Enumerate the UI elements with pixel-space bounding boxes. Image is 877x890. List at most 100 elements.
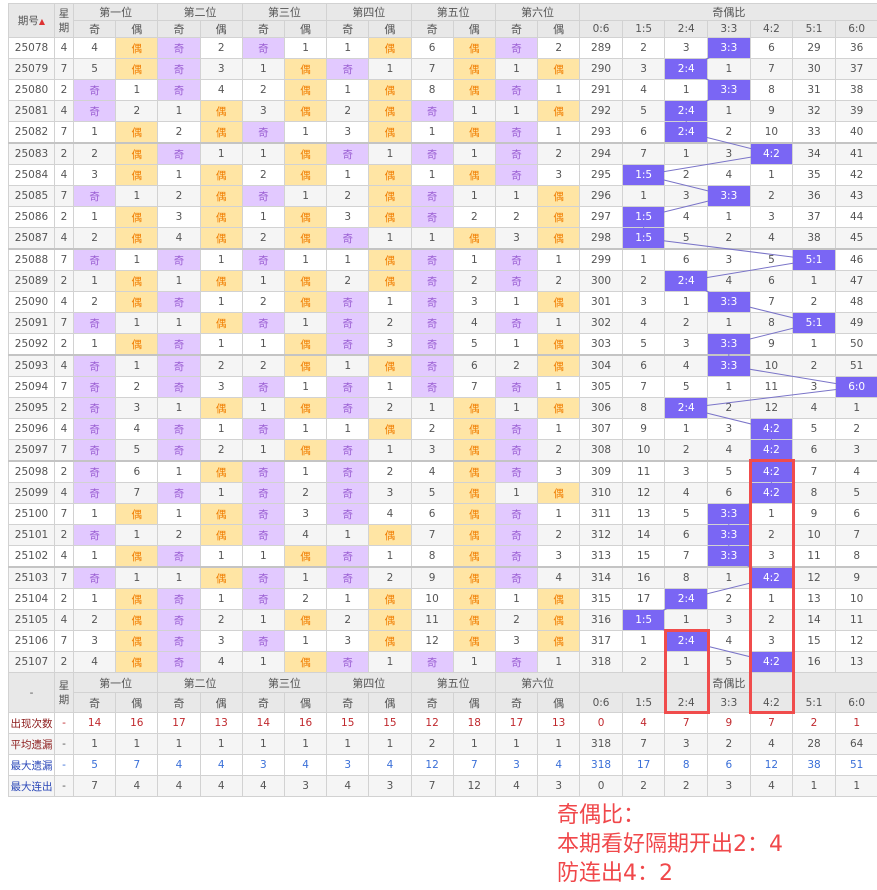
issue-column-header[interactable]: 期号▲ <box>9 4 55 38</box>
ratio-miss-cell: 3 <box>708 610 751 631</box>
miss-count-cell: 1 <box>284 631 326 652</box>
ratio-miss-cell: 41 <box>835 143 877 165</box>
ratio-miss-cell: 1 <box>708 313 751 334</box>
even-hit-cell: 偶 <box>369 122 411 144</box>
ratio-miss-cell: 308 <box>580 440 623 462</box>
ratio-miss-cell: 301 <box>580 292 623 313</box>
issue-number: 25099 <box>9 483 55 504</box>
miss-count-cell: 1 <box>284 38 326 59</box>
ratio-hit-cell: 3:3 <box>708 186 751 207</box>
miss-count-cell: 3 <box>200 59 242 80</box>
ratio-miss-cell: 297 <box>580 207 623 228</box>
stats-ratio-value: 3 <box>708 776 751 797</box>
miss-count-cell: 2 <box>327 271 369 292</box>
weekday-column-header: 星期 <box>55 4 74 38</box>
even-hit-cell: 偶 <box>453 589 495 610</box>
miss-count-cell: 4 <box>74 652 116 673</box>
odd-hit-cell: 奇 <box>158 249 200 271</box>
even-hit-cell: 偶 <box>453 525 495 546</box>
footer-weekday-header: 星期 <box>55 673 74 713</box>
ratio-miss-cell: 302 <box>580 313 623 334</box>
even-hit-cell: 偶 <box>284 440 326 462</box>
odd-hit-cell: 奇 <box>327 567 369 589</box>
ratio-miss-cell: 9 <box>793 504 836 525</box>
miss-count-cell: 2 <box>74 292 116 313</box>
ratio-subheader-2-4: 2:4 <box>665 21 708 38</box>
stats-value: 7 <box>74 776 116 797</box>
ratio-miss-cell: 2 <box>708 228 751 250</box>
ratio-miss-cell: 306 <box>580 398 623 419</box>
odd-hit-cell: 奇 <box>242 567 284 589</box>
ratio-miss-cell: 51 <box>835 355 877 377</box>
odd-hit-cell: 奇 <box>74 440 116 462</box>
footer-position-4-header: 第四位 <box>327 673 411 693</box>
ratio-miss-cell: 1 <box>708 567 751 589</box>
ratio-miss-cell: 12 <box>750 398 793 419</box>
miss-count-cell: 1 <box>158 567 200 589</box>
miss-count-cell: 4 <box>369 504 411 525</box>
even-hit-cell: 偶 <box>284 271 326 292</box>
ratio-miss-cell: 6 <box>835 504 877 525</box>
ratio-miss-cell: 1 <box>665 143 708 165</box>
miss-count-cell: 12 <box>411 631 453 652</box>
miss-count-cell: 2 <box>284 483 326 504</box>
miss-count-cell: 3 <box>495 228 537 250</box>
ratio-miss-cell: 3 <box>708 419 751 440</box>
odd-hit-cell: 奇 <box>495 122 537 144</box>
ratio-miss-cell: 7 <box>835 525 877 546</box>
even-hit-cell: 偶 <box>284 398 326 419</box>
even-hit-cell: 偶 <box>284 355 326 377</box>
even-subheader: 偶 <box>284 21 326 38</box>
ratio-miss-cell: 1 <box>750 165 793 186</box>
even-hit-cell: 偶 <box>369 355 411 377</box>
ratio-miss-cell: 310 <box>580 483 623 504</box>
miss-count-cell: 3 <box>538 461 580 483</box>
ratio-miss-cell: 299 <box>580 249 623 271</box>
ratio-miss-cell: 305 <box>580 377 623 398</box>
ratio-miss-cell: 304 <box>580 355 623 377</box>
miss-count-cell: 1 <box>453 652 495 673</box>
ratio-miss-cell: 1 <box>665 610 708 631</box>
odd-subheader: 奇 <box>495 21 537 38</box>
odd-hit-cell: 奇 <box>495 525 537 546</box>
stats-value: 1 <box>369 734 411 755</box>
even-hit-cell: 偶 <box>538 631 580 652</box>
ratio-miss-cell: 6 <box>750 38 793 59</box>
even-hit-cell: 偶 <box>453 631 495 652</box>
footer-position-6-header: 第六位 <box>495 673 579 693</box>
miss-count-cell: 2 <box>495 610 537 631</box>
ratio-miss-cell: 7 <box>793 461 836 483</box>
stats-ratio-value: 318 <box>580 734 623 755</box>
miss-count-cell: 1 <box>453 143 495 165</box>
ratio-hit-cell: 4:2 <box>750 440 793 462</box>
sort-arrows-icon[interactable]: ▲ <box>39 17 45 26</box>
issue-number: 25085 <box>9 186 55 207</box>
miss-count-cell: 11 <box>411 610 453 631</box>
miss-count-cell: 4 <box>74 38 116 59</box>
miss-count-cell: 2 <box>538 440 580 462</box>
miss-count-cell: 1 <box>116 186 158 207</box>
odd-hit-cell: 奇 <box>411 186 453 207</box>
weekday: 2 <box>55 80 74 101</box>
ratio-miss-cell: 4 <box>708 440 751 462</box>
miss-count-cell: 1 <box>158 313 200 334</box>
ratio-miss-cell: 4 <box>622 313 665 334</box>
position-4-header: 第四位 <box>327 4 411 21</box>
even-hit-cell: 偶 <box>453 440 495 462</box>
ratio-miss-cell: 6 <box>622 122 665 144</box>
ratio-miss-cell: 12 <box>793 567 836 589</box>
even-hit-cell: 偶 <box>284 143 326 165</box>
footer-ratio-header: 奇偶比 <box>580 673 877 693</box>
even-hit-cell: 偶 <box>453 59 495 80</box>
miss-count-cell: 3 <box>538 546 580 568</box>
annotation-line: 奇偶比： <box>557 801 783 830</box>
even-hit-cell: 偶 <box>453 546 495 568</box>
weekday: 2 <box>55 271 74 292</box>
miss-count-cell: 2 <box>200 38 242 59</box>
weekday: 7 <box>55 377 74 398</box>
even-hit-cell: 偶 <box>369 631 411 652</box>
miss-count-cell: 6 <box>453 355 495 377</box>
